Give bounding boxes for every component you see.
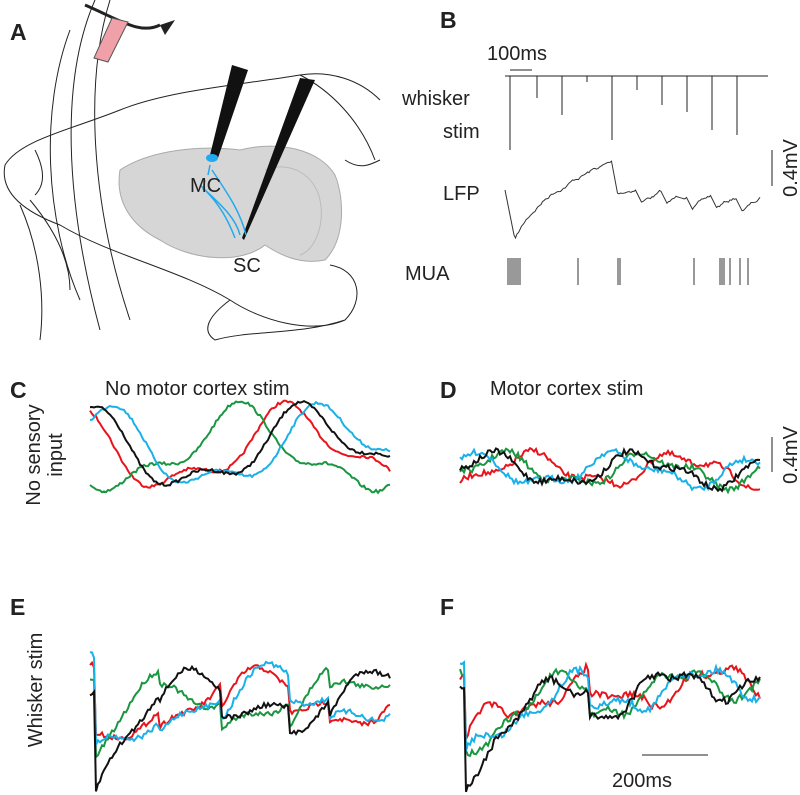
trace [89,651,391,746]
brain [118,145,343,262]
trace [459,670,761,793]
row-label: No sensory [23,404,45,505]
trace [89,400,391,495]
voltage-scale-label: 0.4mV [780,138,800,196]
panel-d: D Motor cortex stim 0.4mV [440,377,800,495]
panel-label: B [440,7,457,33]
trace [459,660,761,752]
electrode-mc [210,65,248,158]
stim-pad [93,17,129,63]
panel-label: A [10,19,27,45]
cerebellum [264,166,322,256]
trace [459,446,761,491]
trace [459,667,761,758]
row-label: Whisker stim [25,633,47,747]
panel-label: F [440,594,454,620]
row-label: input [45,433,67,477]
region-label: MC [190,175,221,197]
projection [199,164,247,239]
whiskers [19,0,381,341]
panel-title: No motor cortex stim [105,378,289,400]
head-outline [3,73,381,341]
trace [89,399,391,487]
panel-f: F 200ms [440,594,761,793]
time-scale-label: 200ms [612,770,672,792]
panel-label: E [10,594,25,620]
trace [89,399,391,489]
panel-b: B 100ms whisker stim LFP MUA 0.4mV [401,7,800,285]
panel-label: C [10,377,27,403]
lfp-trace [504,160,761,240]
trace [459,446,761,493]
row-label: LFP [443,183,480,205]
electrode-sc [242,78,315,240]
panel-a: A MC SC [3,0,381,341]
trace [89,400,391,484]
trace [459,447,761,495]
voltage-scale-label: 0.4mV [780,425,800,483]
panel-title: Motor cortex stim [490,378,643,400]
panel-label: D [440,377,457,403]
mc-site [206,154,218,162]
panel-e: E Whisker stim [10,594,391,792]
trace [89,664,391,792]
trace [459,447,761,492]
row-label: MUA [405,263,450,285]
arrowhead [160,20,175,35]
arrow [84,3,161,30]
region-label: SC [233,255,261,277]
trace [89,660,391,741]
time-scale-label: 100ms [487,43,547,65]
row-label: whisker [401,88,470,110]
row-label: stim [443,121,480,143]
trace [459,661,761,740]
panel-c: C No motor cortex stim No sensory input [10,377,391,506]
